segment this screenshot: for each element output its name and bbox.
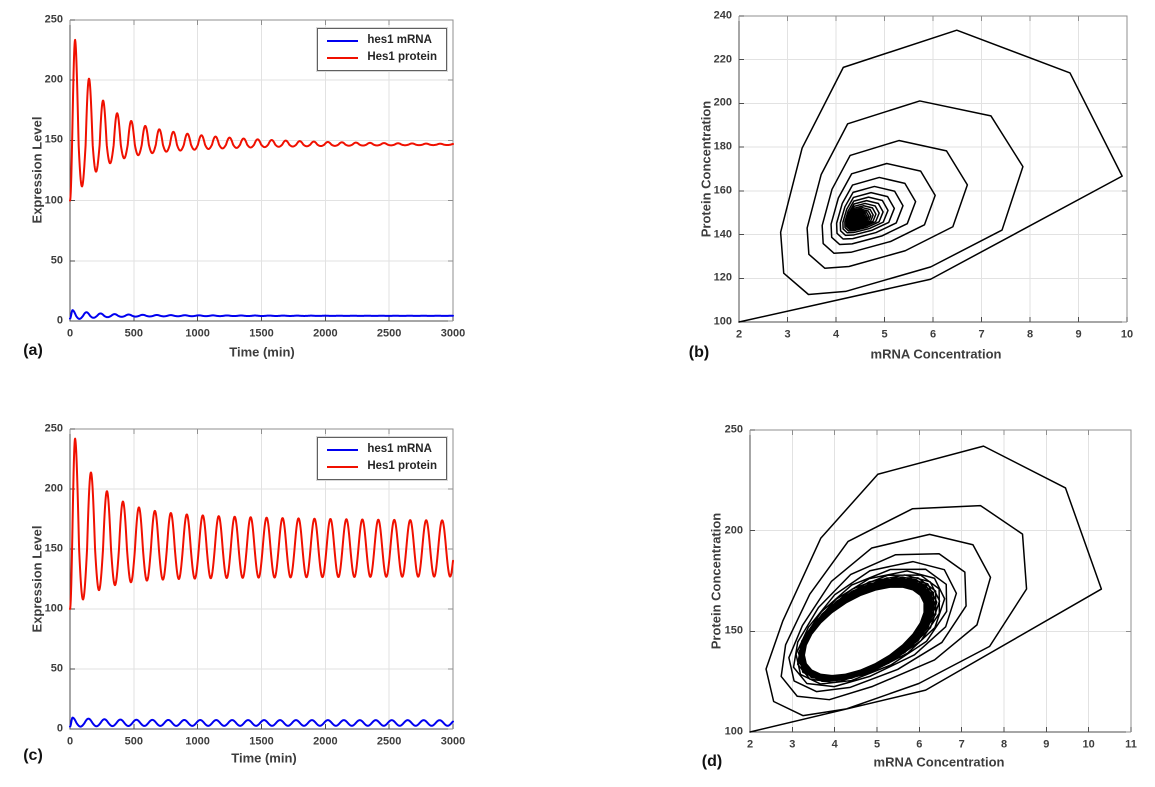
panel-label: (c)	[23, 747, 43, 764]
x-tick-label: 0	[66, 735, 74, 748]
legend-item-label: Hes1 protein	[367, 50, 437, 63]
x-tick-label: 3000	[440, 735, 466, 748]
x-tick-label: 2	[735, 328, 743, 341]
y-tick-label: 0	[56, 722, 63, 735]
legend: hes1 mRNA Hes1 protein	[316, 436, 448, 481]
legend-line-sample-protein	[327, 465, 359, 468]
x-tick-label: 1000	[185, 735, 210, 748]
x-axis-label: Time (min)	[229, 344, 295, 360]
x-tick-label: 9	[1075, 328, 1082, 341]
legend-item: Hes1 protein	[327, 51, 437, 64]
panel-label: (a)	[23, 342, 43, 359]
y-tick-label: 0	[56, 314, 63, 327]
x-tick-label: 500	[124, 735, 144, 748]
legend-item-label: hes1 mRNA	[367, 33, 432, 46]
y-tick-label: 140	[713, 228, 732, 241]
y-tick-label: 120	[713, 271, 732, 284]
x-tick-label: 6	[929, 328, 937, 341]
y-tick-label: 200	[724, 524, 743, 537]
y-tick-label: 250	[724, 423, 743, 436]
x-axis-label: mRNA Concentration	[873, 754, 1005, 770]
y-tick-label: 180	[713, 140, 732, 153]
y-tick-label: 150	[724, 624, 743, 637]
x-tick-label: 1500	[249, 327, 274, 340]
panel-label: (d)	[701, 753, 723, 770]
x-axis-label: Time (min)	[231, 750, 297, 766]
x-tick-label: 6	[916, 738, 923, 751]
plot-area-b	[738, 15, 1128, 323]
x-tick-label: 2500	[376, 327, 402, 340]
legend-item: hes1 mRNA	[327, 34, 437, 47]
x-tick-label: 10	[1082, 738, 1095, 751]
panel-label: (b)	[688, 344, 710, 361]
x-tick-label: 3	[784, 328, 791, 341]
x-axis-label: mRNA Concentration	[870, 346, 1002, 362]
y-tick-label: 200	[44, 73, 63, 86]
y-tick-label: 200	[44, 482, 63, 495]
y-tick-label: 250	[44, 422, 63, 435]
legend: hes1 mRNA Hes1 protein	[316, 27, 448, 72]
y-tick-label: 100	[44, 602, 63, 615]
x-tick-label: 2000	[313, 327, 338, 340]
x-tick-label: 2000	[313, 735, 338, 748]
y-tick-label: 100	[713, 315, 732, 328]
y-tick-label: 250	[44, 13, 63, 26]
y-tick-label: 50	[50, 662, 63, 675]
y-tick-label: 240	[713, 9, 732, 22]
x-tick-label: 8	[1026, 328, 1034, 341]
y-axis-label: Protein Concentration	[708, 512, 724, 650]
legend-item: Hes1 protein	[327, 460, 437, 473]
x-tick-label: 10	[1120, 328, 1134, 341]
y-tick-label: 100	[44, 194, 63, 207]
x-tick-label: 3000	[440, 327, 466, 340]
y-tick-label: 220	[713, 53, 732, 66]
x-tick-label: 9	[1043, 738, 1050, 751]
y-tick-label: 150	[44, 133, 63, 146]
legend-line-sample-protein	[327, 56, 359, 59]
legend-item: hes1 mRNA	[327, 443, 437, 456]
legend-item-label: Hes1 protein	[367, 459, 437, 472]
x-tick-label: 500	[124, 327, 144, 340]
x-tick-label: 5	[881, 328, 888, 341]
y-tick-label: 100	[724, 725, 743, 738]
x-tick-label: 8	[1000, 738, 1008, 751]
y-tick-label: 50	[50, 254, 63, 267]
legend-item-label: hes1 mRNA	[367, 442, 432, 455]
x-tick-label: 2500	[376, 735, 402, 748]
plot-area-d	[749, 429, 1132, 733]
y-tick-label: 160	[713, 184, 732, 197]
x-tick-label: 11	[1125, 738, 1137, 751]
x-tick-label: 4	[832, 328, 840, 341]
x-tick-label: 1000	[185, 327, 210, 340]
x-tick-label: 7	[958, 738, 965, 751]
x-tick-label: 3	[789, 738, 796, 751]
legend-line-sample-mrna	[327, 448, 359, 451]
legend-line-sample-mrna	[327, 39, 359, 42]
x-tick-label: 7	[978, 328, 985, 341]
y-tick-label: 200	[713, 96, 732, 109]
x-tick-label: 1500	[249, 735, 274, 748]
x-tick-label: 0	[66, 327, 74, 340]
x-tick-label: 2	[746, 738, 754, 751]
x-tick-label: 5	[873, 738, 881, 751]
y-tick-label: 150	[44, 542, 63, 555]
x-tick-label: 4	[831, 738, 838, 751]
